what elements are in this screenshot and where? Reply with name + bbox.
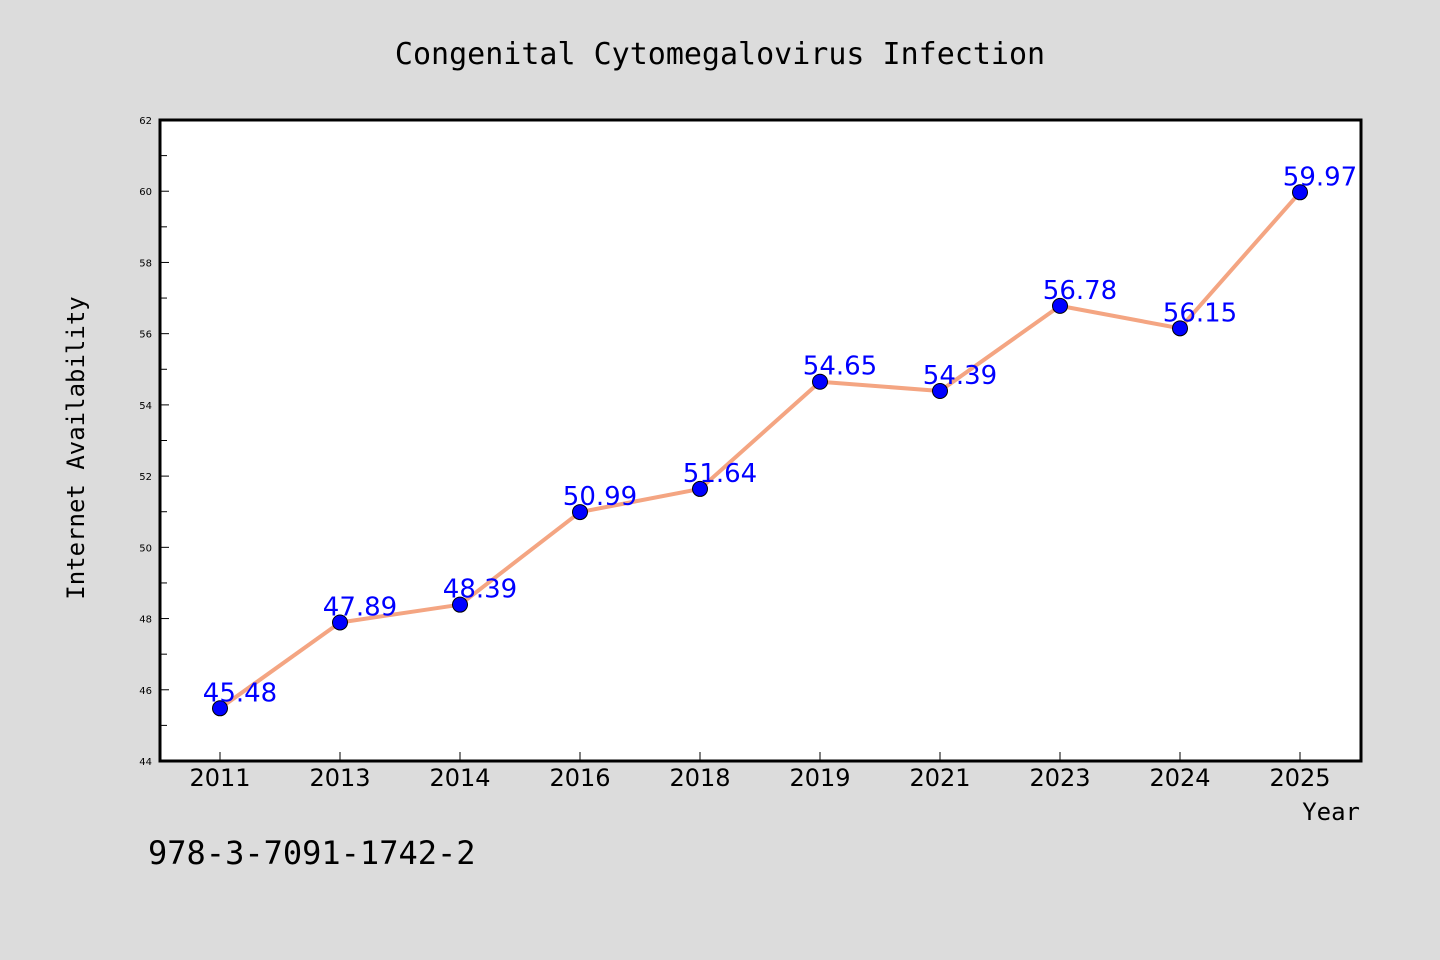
- chart-title: Congenital Cytomegalovirus Infection: [395, 37, 1045, 72]
- data-label: 51.64: [683, 459, 757, 489]
- y-tick-label: 44: [139, 757, 152, 768]
- y-tick-label: 46: [139, 686, 152, 697]
- data-point: [332, 614, 348, 631]
- y-tick-label: 50: [139, 543, 152, 554]
- x-tick-label: 2014: [429, 764, 490, 792]
- y-tick-label: 58: [139, 258, 152, 269]
- x-tick-label: 2023: [1029, 764, 1090, 792]
- plot-area: [158, 118, 1363, 763]
- x-tick-label: 2016: [549, 764, 610, 792]
- x-tick-label: 2025: [1269, 764, 1330, 792]
- data-point: [692, 480, 708, 497]
- x-axis: 2011 2013 2014 2016 2018 2019 2021 2023 2024 2025: [189, 752, 1331, 792]
- data-point: [212, 700, 228, 717]
- x-tick-label: 2021: [909, 764, 970, 792]
- data-point: [572, 504, 588, 521]
- y-tick-label: 54: [139, 401, 152, 412]
- series-line: [218, 190, 1302, 711]
- isbn-text: 978-3-7091-1742-2: [148, 834, 476, 872]
- data-point: [812, 373, 828, 390]
- data-label: 45.48: [203, 678, 277, 708]
- y-tick-label: 52: [139, 472, 152, 483]
- x-tick-label: 2024: [1149, 764, 1210, 792]
- x-axis-label: Year: [1302, 798, 1360, 826]
- data-label: 50.99: [563, 482, 637, 512]
- x-tick-label: 2018: [669, 764, 730, 792]
- series-layer: [212, 184, 1308, 717]
- x-tick-label: 2011: [189, 764, 250, 792]
- x-tick-label: 2013: [309, 764, 370, 792]
- data-point: [1052, 297, 1068, 314]
- y-tick-label: 62: [139, 116, 152, 127]
- data-label: 54.39: [923, 361, 997, 391]
- data-point: [932, 383, 948, 400]
- y-tick-label: 60: [139, 187, 152, 198]
- data-label: 48.39: [443, 575, 517, 605]
- x-tick-label: 2019: [789, 764, 850, 792]
- data-label: 47.89: [323, 592, 397, 622]
- data-label: 56.15: [1163, 298, 1237, 328]
- data-point: [1172, 320, 1188, 337]
- data-label: 59.97: [1283, 162, 1357, 192]
- data-label: 56.78: [1043, 276, 1117, 306]
- y-tick-label: 56: [139, 330, 152, 341]
- data-point: [1292, 184, 1308, 201]
- y-axis: 44 46 48 50 52 54 56 58 60 62: [139, 116, 169, 768]
- data-point: [452, 596, 468, 613]
- data-label-layer: 45.48 47.89 48.39 50.99 51.64 54.65 54.39 56.78…: [203, 162, 1357, 708]
- y-tick-label: 48: [139, 615, 152, 626]
- y-axis-label: Internet Availability: [62, 296, 90, 599]
- data-label: 54.65: [803, 352, 877, 382]
